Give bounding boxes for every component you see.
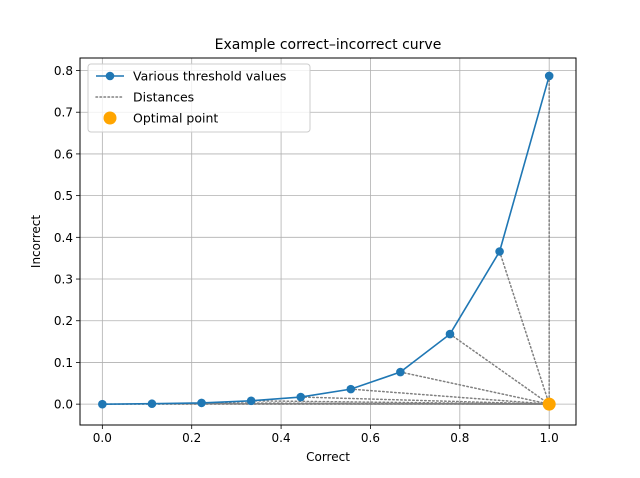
y-tick-label: 0.8 <box>54 64 73 78</box>
x-tick-label: 0.8 <box>450 431 469 445</box>
threshold-point <box>396 367 405 377</box>
threshold-series <box>98 71 554 409</box>
distance-line <box>399 371 550 405</box>
distances-series <box>101 75 550 405</box>
y-tick-label: 0.3 <box>54 273 73 287</box>
distance-line <box>299 396 550 405</box>
y-tick-label: 0.2 <box>54 314 73 328</box>
plot-frame <box>79 57 577 426</box>
y-tick-label: 0.7 <box>54 106 73 120</box>
distance-line <box>449 333 550 405</box>
distance-line <box>350 388 550 405</box>
x-tick-label: 0.6 <box>361 431 380 445</box>
threshold-point <box>296 392 306 402</box>
legend-label-distances: Distances <box>133 90 194 105</box>
threshold-point <box>346 384 356 394</box>
threshold-point <box>246 396 256 406</box>
y-tick-label: 0.4 <box>54 231 73 245</box>
threshold-line <box>102 75 550 405</box>
legend-label-optimal: Optimal point <box>133 111 218 126</box>
threshold-point <box>98 399 107 409</box>
threshold-point <box>544 71 554 81</box>
y-tick-label: 0.0 <box>54 398 73 412</box>
x-tick-label: 0.0 <box>93 431 112 445</box>
legend-marker-threshold-dot <box>105 71 115 81</box>
y-tick-label: 0.6 <box>54 147 73 161</box>
legend-box <box>87 63 311 133</box>
x-tick-label: 0.4 <box>272 431 291 445</box>
threshold-point <box>147 399 157 409</box>
chart-title: Example correct–incorrect curve <box>215 37 442 53</box>
legend-marker-optimal <box>103 111 117 125</box>
x-tick-label: 0.2 <box>182 431 201 445</box>
distance-line <box>250 400 550 405</box>
x-tick-label: 1.0 <box>540 431 559 445</box>
threshold-point <box>445 329 455 339</box>
legend: Various threshold values Distances Optim… <box>87 63 311 133</box>
optimal-point <box>542 397 556 411</box>
legend-label-threshold: Various threshold values <box>133 69 286 84</box>
y-axis-label: Incorrect <box>29 215 43 268</box>
y-tick-label: 0.5 <box>54 189 73 203</box>
x-axis-label: Correct <box>306 450 350 464</box>
y-tick-label: 0.1 <box>54 356 73 370</box>
distance-line <box>498 250 550 405</box>
threshold-point <box>495 247 504 256</box>
threshold-point <box>197 398 206 408</box>
optimal-point-series <box>542 397 556 411</box>
axis-ticks: 0.0 0.2 0.4 0.6 0.8 1.0 0.0 0.1 0.2 0.3 0.4 0.5 0.6 0… <box>54 64 559 445</box>
